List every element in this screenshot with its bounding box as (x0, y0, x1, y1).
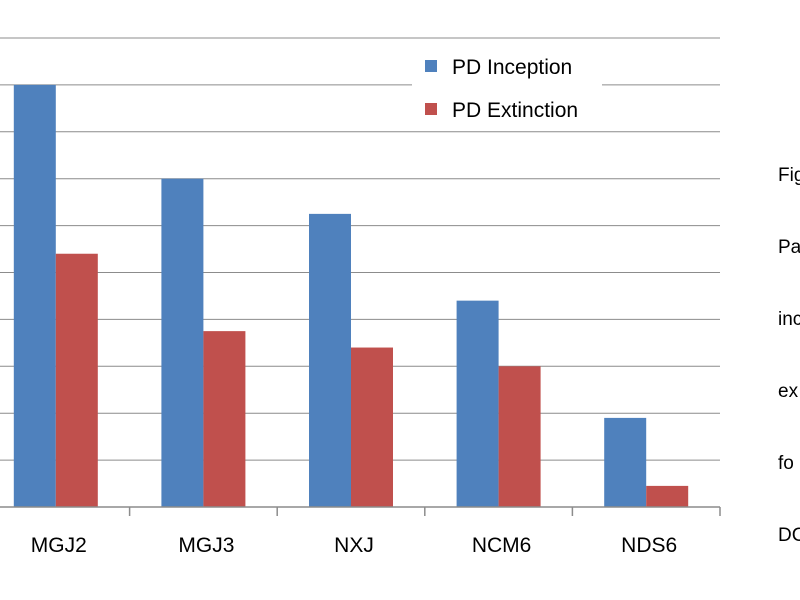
bar-pd-inception-mgj3 (161, 178, 204, 507)
x-tick-label: NDS6 (621, 534, 677, 557)
caption-line: inc (778, 309, 800, 330)
x-tick-label: MGJ3 (178, 534, 234, 557)
legend-swatch-pd-extinction (425, 103, 437, 115)
gridlines (0, 37, 720, 461)
bar-pd-inception-nds6 (604, 417, 647, 507)
caption-line: ex (778, 381, 799, 402)
bar-pd-extinction-mgj2 (55, 253, 98, 507)
legend-label-pd-extinction: PD Extinction (452, 99, 578, 122)
caption-line: DC (778, 525, 800, 546)
figure-caption: Fig Pa inc ex fo DC (778, 116, 800, 572)
x-axis-labels: MGJ2 MGJ3 NXJ NCM6 NDS6 (31, 534, 677, 557)
bar-pd-inception-mgj2 (13, 84, 56, 508)
bar-pd-extinction-ncm6 (498, 366, 541, 507)
bar-pd-extinction-mgj3 (203, 331, 246, 507)
caption-line: fo (778, 453, 794, 474)
caption-line: Pa (778, 237, 800, 258)
legend-background (412, 45, 602, 131)
bar-pd-extinction-nxj (351, 347, 393, 507)
x-tick-label: MGJ2 (31, 534, 87, 557)
bar-pd-extinction-nds6 (646, 485, 689, 507)
bar-chart: MGJ2 MGJ3 NXJ NCM6 NDS6 PD Inception PD … (0, 37, 721, 557)
legend-swatch-pd-inception (425, 60, 437, 72)
legend: PD Inception PD Extinction (412, 45, 602, 131)
x-axis-ticks (128, 507, 721, 516)
caption-line: Fig (778, 165, 800, 186)
x-tick-label: NXJ (334, 534, 374, 557)
bar-pd-inception-ncm6 (456, 300, 499, 507)
bars (13, 84, 689, 508)
bar-pd-inception-nxj (309, 213, 351, 507)
x-tick-label: NCM6 (472, 534, 532, 557)
legend-label-pd-inception: PD Inception (452, 56, 572, 79)
